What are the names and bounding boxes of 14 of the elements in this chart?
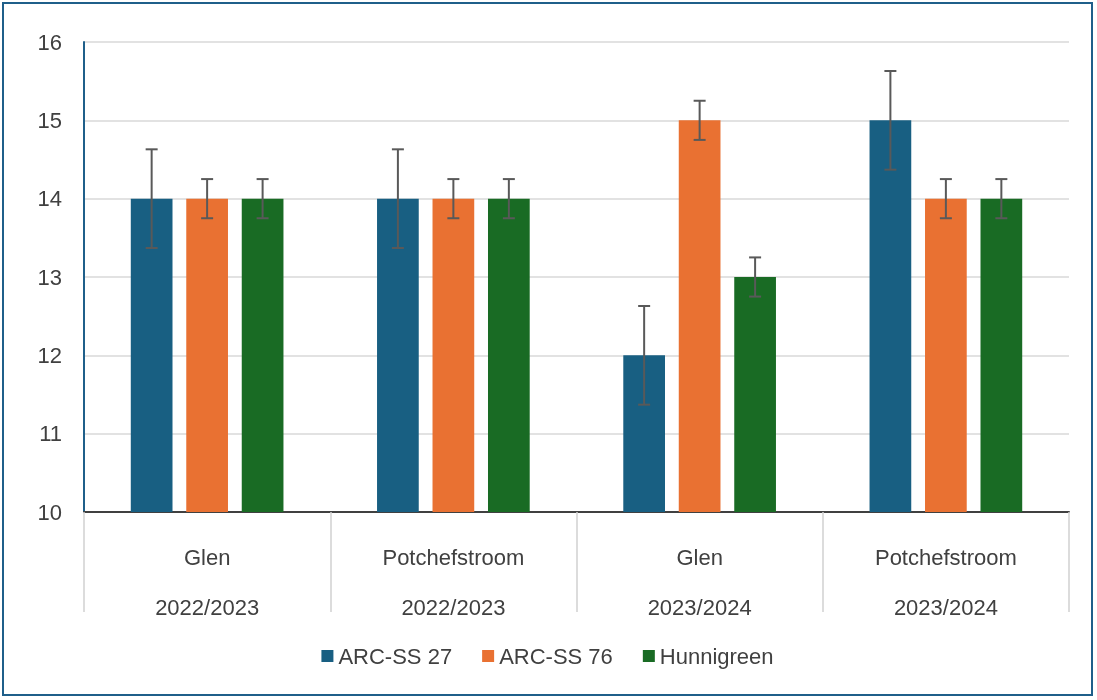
x-tick-label: Potchefstroom 2023/2024 xyxy=(874,544,1017,620)
legend-label: ARC-SS 76 xyxy=(499,643,613,669)
y-tick-label: 14 xyxy=(37,186,62,212)
legend-label: Hunnigreen xyxy=(659,643,774,669)
x-tick-label: Glen 2022/2023 xyxy=(155,544,260,620)
y-tick-label: 11 xyxy=(39,421,62,447)
y-tick-label: 15 xyxy=(37,107,62,133)
y-tick-label: 10 xyxy=(37,499,62,525)
legend-label: ARC-SS 27 xyxy=(338,643,453,669)
x-tick-label: Potchefstroom 2022/2023 xyxy=(382,544,525,620)
y-tick-label: 12 xyxy=(37,342,62,368)
y-tick-label: 13 xyxy=(37,264,62,290)
x-tick-label: Glen 2023/2024 xyxy=(647,544,752,620)
y-tick-label: 16 xyxy=(37,29,62,55)
